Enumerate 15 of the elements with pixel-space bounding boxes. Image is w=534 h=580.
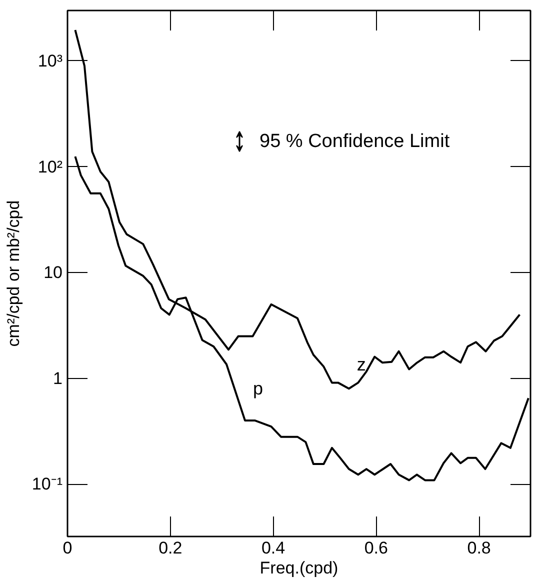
series-label: z (356, 354, 366, 375)
x-tick-label: 0.4 (261, 538, 286, 558)
y-tick-label: 10⁻¹ (32, 474, 63, 494)
x-axis-title: Freq.(cpd) (260, 558, 338, 578)
x-tick-label: 0.8 (467, 538, 491, 558)
y-tick-label: 10² (38, 157, 63, 176)
x-tick-label: 0 (62, 538, 72, 558)
y-tick-label: 10³ (38, 51, 63, 70)
series-label: p (252, 378, 263, 398)
y-axis-title: cm²/cpd or mb²/cpd (4, 200, 23, 347)
y-tick-label: 1 (53, 368, 63, 388)
y-tick-label: 10 (44, 263, 63, 282)
x-tick-label: 0.6 (364, 538, 388, 558)
x-tick-label: 0.2 (158, 538, 182, 558)
annotation: 95 % Confidence Limit (260, 131, 450, 152)
